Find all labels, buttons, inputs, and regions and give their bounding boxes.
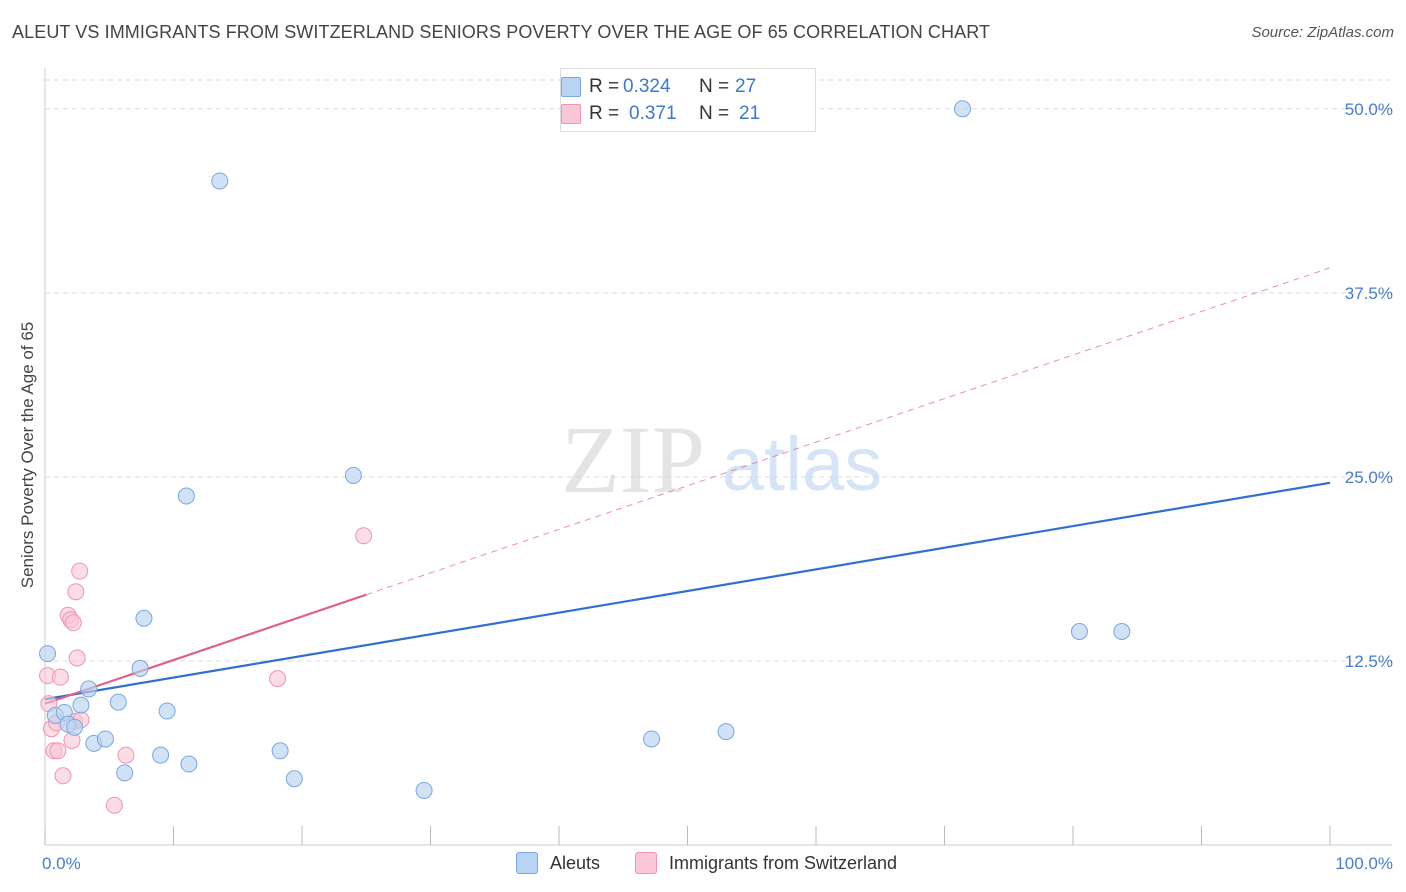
x-tick-label-min: 0.0% [42,854,81,873]
data-point-switzerland [269,670,287,688]
legend-swatch-aleut [561,77,581,97]
data-point-aleut [152,746,170,764]
data-point-aleut [415,782,433,800]
tick-labels: 12.5% 25.0% 37.5% 50.0% 0.0% 100.0% [42,100,1393,873]
data-point-switzerland [355,527,373,545]
legend-r-value-aleut: 0.324 [623,76,671,97]
y-tick-label: 25.0% [1345,468,1393,487]
data-point-aleut [717,723,735,741]
y-tick-label: 12.5% [1345,652,1393,671]
chart-title: ALEUT VS IMMIGRANTS FROM SWITZERLAND SEN… [12,22,991,42]
bottom-legend: Aleuts Immigrants from Switzerland [0,852,1406,876]
data-point-aleut [80,680,98,698]
legend-r-label: R = [589,76,620,97]
bottom-legend-label-swiss: Immigrants from Switzerland [669,852,898,873]
legend-r-value-swiss: 0.371 [629,103,677,124]
bottom-legend-label-aleut: Aleuts [550,852,601,873]
data-point-aleut [271,742,289,760]
bottom-legend-aleut: Aleuts [516,852,600,874]
data-point-aleut [953,100,971,118]
legend-n-value-swiss: 21 [739,103,761,124]
legend-swatch-swiss [561,104,581,124]
bottom-legend-swatch-swiss [635,852,657,874]
data-point-aleut [211,172,229,190]
trend-line-swiss-extension [366,267,1331,596]
trend-line-aleut [44,481,1331,701]
watermark-atlas: atlas [722,422,883,507]
data-point-aleut [135,609,153,627]
data-point-aleut [131,659,149,677]
data-point-switzerland [68,649,86,667]
y-tick-label: 37.5% [1345,284,1393,303]
data-point-aleut [66,718,84,736]
axes [44,68,1392,846]
data-point-aleut [96,730,114,748]
data-point-switzerland [49,742,67,760]
data-point-aleut [116,764,134,782]
series-switzerland-points [39,527,373,814]
data-point-switzerland [54,767,72,785]
data-point-aleut [72,696,90,714]
data-point-aleut [180,755,198,773]
data-point-switzerland [117,746,135,764]
x-tick-label-max: 100.0% [1335,854,1393,873]
legend: R = 0.324 N = 27 R = 0.371 N = 21 [560,68,816,132]
data-point-aleut [1113,623,1131,641]
legend-r-label: R = [589,103,620,124]
data-point-switzerland [64,614,82,632]
y-tick-label: 50.0% [1345,100,1393,119]
grid-lines [45,79,1392,662]
data-point-switzerland [105,796,123,814]
data-point-aleut [643,730,661,748]
legend-n-label: N = [699,103,730,124]
series-aleut-points [39,100,1131,800]
data-point-aleut [39,645,57,663]
data-point-switzerland [51,668,69,686]
data-point-switzerland [67,583,85,601]
data-point-aleut [109,693,127,711]
watermark-zip: ZIP [561,406,705,513]
data-point-aleut [1070,623,1088,641]
bottom-legend-swatch-aleut [516,852,538,874]
legend-n-value-aleut: 27 [735,76,757,97]
data-point-aleut [158,702,176,720]
legend-n-label: N = [699,76,730,97]
trend-lines [44,267,1331,705]
data-point-aleut [285,770,303,788]
data-point-aleut [177,487,195,505]
source-credit: Source: ZipAtlas.com [1251,24,1394,41]
data-point-aleut [344,466,362,484]
bottom-legend-swiss: Immigrants from Switzerland [635,852,897,874]
trend-line-swiss [44,593,367,705]
legend-row-aleut: R = 0.324 N = 27 [561,74,757,100]
data-point-switzerland [71,562,89,580]
legend-row-swiss: R = 0.371 N = 21 [561,101,761,127]
